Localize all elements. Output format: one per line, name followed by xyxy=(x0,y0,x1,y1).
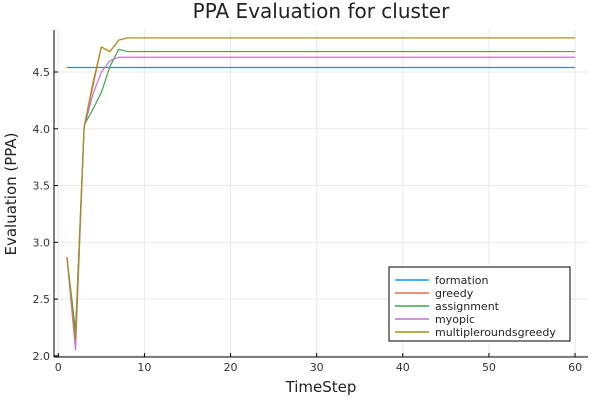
series-line-multipleroundsgreedy xyxy=(66,37,576,340)
grid xyxy=(54,30,588,357)
legend-label: greedy xyxy=(435,287,474,300)
axes xyxy=(53,30,588,358)
y-tick-label: 3.5 xyxy=(33,180,51,193)
legend: formationgreedyassignmentmyopicmultipler… xyxy=(388,266,571,342)
series-lines xyxy=(66,37,576,351)
chart-title: PPA Evaluation for cluster xyxy=(193,0,450,23)
x-tick-label: 0 xyxy=(55,361,62,374)
legend-label: multipleroundsgreedy xyxy=(435,326,556,339)
x-tick-label: 30 xyxy=(310,361,324,374)
y-tick-label: 2.5 xyxy=(33,293,51,306)
x-tick-label: 10 xyxy=(137,361,151,374)
legend-label: assignment xyxy=(435,300,500,313)
y-tick-label: 3.0 xyxy=(33,236,51,249)
x-axis-title: TimeStep xyxy=(285,378,357,396)
x-tick-label: 20 xyxy=(224,361,238,374)
legend-label: formation xyxy=(435,274,488,287)
x-tick-label: 40 xyxy=(396,361,410,374)
y-tick-label: 2.0 xyxy=(33,350,51,363)
y-tick-label: 4.0 xyxy=(33,123,51,136)
legend-label: myopic xyxy=(435,313,475,326)
y-tick-label: 4.5 xyxy=(33,66,51,79)
x-tick-label: 60 xyxy=(568,361,582,374)
x-tick-label: 50 xyxy=(482,361,496,374)
y-axis-title: Evaluation (PPA) xyxy=(2,132,20,255)
tick-labels: 0 10 20 30 40 50 60 2.0 2.5 3.0 3.5 4.0 4.5 xyxy=(33,66,583,374)
